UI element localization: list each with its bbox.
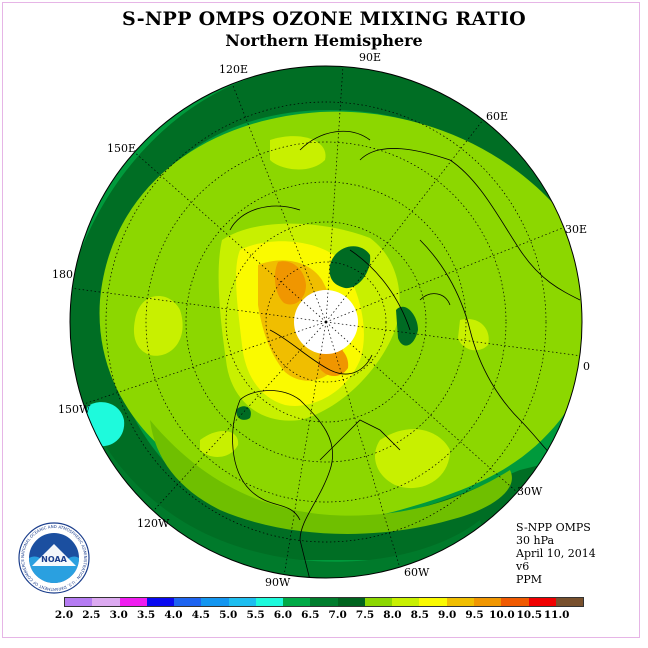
colorbar-tick-label: 4.0: [164, 609, 183, 621]
colorbar-segment: [255, 598, 284, 606]
colorbar-tick-label: 6.0: [273, 609, 293, 621]
colorbar-tick-label: 6.5: [301, 609, 320, 621]
image-frame: [2, 2, 640, 638]
colorbar-tick-label: 10.0: [489, 609, 515, 621]
colorbar-segment: [228, 598, 256, 606]
lon-label-60e: 60E: [486, 110, 508, 123]
info-version: v6: [516, 560, 530, 573]
colorbar-tick-label: 7.5: [355, 609, 375, 621]
map-boundary: [69, 65, 583, 579]
colorbar-segment: [364, 598, 393, 606]
info-instrument: S-NPP OMPS: [516, 521, 591, 534]
lon-label-150e: 150E: [107, 142, 136, 155]
colorbar-tick-label: 7.0: [328, 609, 347, 621]
colorbar-segment: [528, 598, 556, 606]
colorbar-tick-label: 5.0: [219, 609, 238, 621]
map-title: S-NPP OMPS OZONE MIXING RATIO: [121, 8, 527, 30]
colorbar: [64, 597, 584, 607]
lon-label-90e: 90E: [359, 51, 381, 64]
info-unit: PPM: [516, 573, 543, 586]
logo-wordmark: NOAA: [41, 555, 67, 564]
info-date: April 10, 2014: [516, 547, 596, 560]
colorbar-segment: [337, 598, 365, 606]
lon-label-120e: 120E: [219, 63, 248, 76]
colorbar-segment: [174, 598, 202, 606]
colorbar-segment: [201, 598, 229, 606]
colorbar-segment: [283, 598, 311, 606]
map-subtitle: Northern Hemisphere: [225, 31, 423, 50]
colorbar-tick-label: 11.0: [543, 609, 570, 621]
colorbar-tick-label: 5.5: [246, 609, 265, 621]
colorbar-tick-label: 9.0: [438, 609, 457, 621]
colorbar-segment: [555, 598, 584, 606]
lon-label-180: 180: [52, 268, 73, 281]
colorbar-tick-label: 9.5: [465, 609, 484, 621]
colorbar-segment: [473, 598, 502, 606]
lon-label-30w: 30W: [517, 485, 543, 498]
colorbar-segment: [446, 598, 474, 606]
colorbar-tick-label: 10.5: [516, 609, 543, 621]
colorbar-tick-label: 3.5: [136, 609, 156, 621]
colorbar-segment: [119, 598, 147, 606]
colorbar-tick-label: 8.0: [383, 609, 402, 621]
lon-label-120w: 120W: [137, 517, 170, 530]
info-level: 30 hPa: [516, 534, 555, 547]
lon-label-30e: 30E: [565, 223, 587, 236]
colorbar-segment: [310, 598, 338, 606]
colorbar-tick-label: 2.0: [54, 609, 74, 621]
colorbar-segment: [392, 598, 420, 606]
colorbar-tick-label: 3.0: [109, 609, 128, 621]
lon-label-90w: 90W: [265, 576, 291, 589]
colorbar-tick-label: 4.5: [191, 609, 210, 621]
colorbar-segment: [146, 598, 175, 606]
noaa-logo: NOAA NATIONAL OCEANIC AND ATMOSPHERIC AD…: [18, 522, 90, 594]
colorbar-segment: [92, 598, 120, 606]
colorbar-tick-label: 2.5: [82, 609, 101, 621]
colorbar-segment: [419, 598, 447, 606]
colorbar-segment: [501, 598, 529, 606]
lon-label-60w: 60W: [404, 566, 430, 579]
colorbar-tick-label: 8.5: [410, 609, 429, 621]
lon-label-150w: 150W: [58, 403, 91, 416]
lon-label-0: 0: [583, 360, 590, 373]
graticule: [70, 66, 582, 577]
colorbar-segment: [65, 598, 93, 606]
